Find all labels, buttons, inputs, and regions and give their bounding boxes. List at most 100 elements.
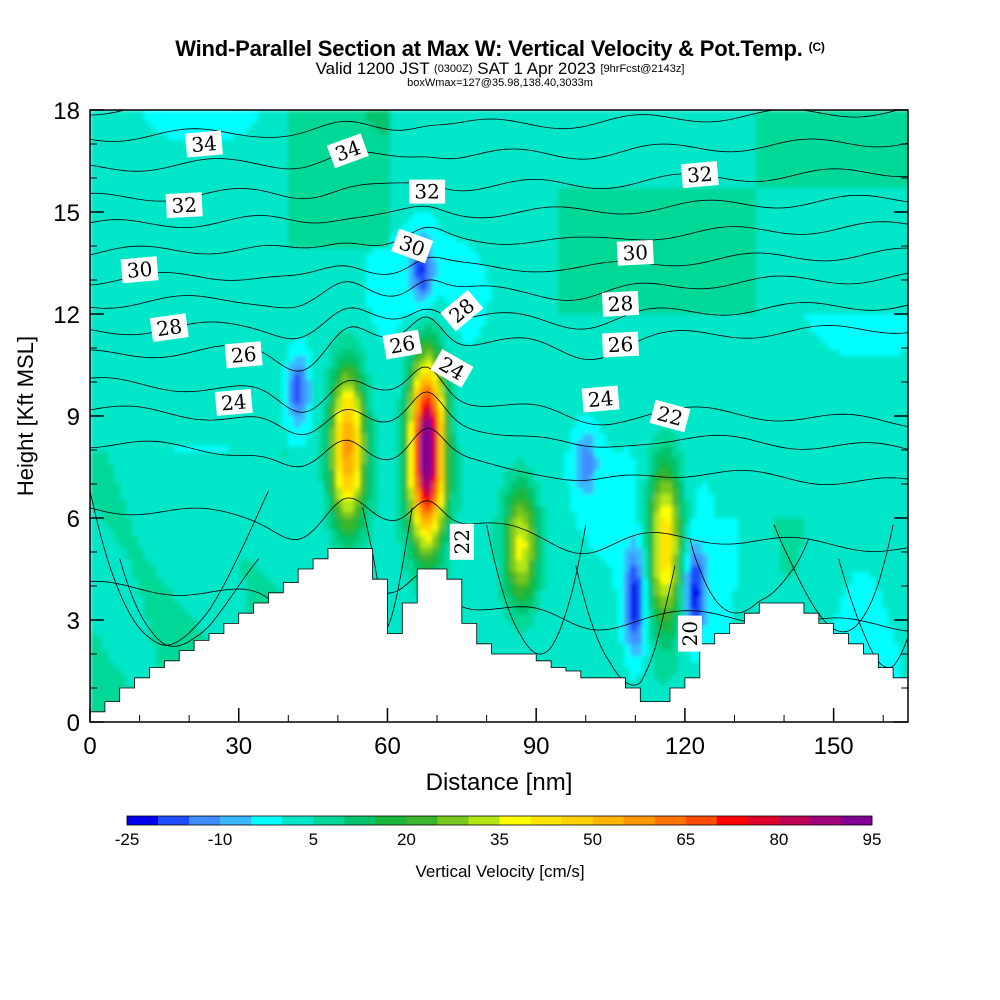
velocity-cell: [240, 134, 247, 141]
velocity-cell: [114, 296, 121, 303]
velocity-cell: [102, 692, 109, 699]
velocity-cell: [204, 554, 211, 561]
velocity-cell: [354, 302, 361, 309]
velocity-cell: [264, 560, 271, 567]
velocity-cell: [252, 548, 259, 555]
velocity-cell: [96, 704, 103, 711]
velocity-cell: [378, 200, 385, 207]
velocity-cell: [126, 662, 133, 669]
velocity-cell: [336, 236, 343, 243]
velocity-cell: [372, 386, 379, 393]
velocity-cell: [210, 212, 217, 219]
velocity-cell: [318, 554, 325, 561]
velocity-cell: [90, 176, 97, 183]
velocity-cell: [234, 446, 241, 453]
velocity-cell: [354, 356, 361, 363]
velocity-cell: [234, 590, 241, 597]
velocity-cell: [126, 332, 133, 339]
velocity-cell: [288, 398, 295, 405]
velocity-cell: [288, 524, 295, 531]
velocity-cell: [372, 344, 379, 351]
velocity-cell: [246, 368, 253, 375]
velocity-cell: [120, 374, 127, 381]
velocity-cell: [258, 254, 265, 261]
velocity-cell: [348, 536, 355, 543]
velocity-cell: [114, 422, 121, 429]
velocity-cell: [288, 230, 295, 237]
velocity-cell: [192, 314, 199, 321]
velocity-cell: [192, 500, 199, 507]
velocity-cell: [240, 368, 247, 375]
velocity-cell: [108, 134, 115, 141]
velocity-cell: [246, 266, 253, 273]
velocity-cell: [174, 530, 181, 537]
velocity-cell: [132, 428, 139, 435]
velocity-cell: [210, 500, 217, 507]
velocity-cell: [252, 308, 259, 315]
velocity-cell: [300, 530, 307, 537]
velocity-cell: [144, 314, 151, 321]
velocity-cell: [174, 536, 181, 543]
velocity-cell: [120, 338, 127, 345]
velocity-cell: [342, 542, 349, 549]
velocity-cell: [360, 404, 367, 411]
velocity-cell: [204, 374, 211, 381]
velocity-cell: [126, 296, 133, 303]
velocity-cell: [246, 476, 253, 483]
velocity-cell: [294, 248, 301, 255]
velocity-cell: [258, 314, 265, 321]
velocity-cell: [90, 170, 97, 177]
velocity-cell: [210, 176, 217, 183]
velocity-cell: [354, 416, 361, 423]
velocity-cell: [366, 218, 373, 225]
velocity-cell: [132, 398, 139, 405]
velocity-cell: [360, 452, 367, 459]
velocity-cell: [192, 548, 199, 555]
velocity-cell: [192, 632, 199, 639]
velocity-cell: [138, 524, 145, 531]
velocity-cell: [276, 152, 283, 159]
velocity-cell: [210, 356, 217, 363]
velocity-cell: [378, 176, 385, 183]
velocity-cell: [144, 572, 151, 579]
velocity-cell: [222, 116, 229, 123]
velocity-cell: [318, 470, 325, 477]
velocity-cell: [270, 584, 277, 591]
velocity-cell: [234, 164, 241, 171]
title-copyright: (C): [808, 40, 825, 54]
velocity-cell: [330, 482, 337, 489]
velocity-cell: [246, 224, 253, 231]
velocity-cell: [366, 476, 373, 483]
velocity-cell: [354, 410, 361, 417]
velocity-cell: [96, 464, 103, 471]
velocity-cell: [240, 602, 247, 609]
velocity-cell: [318, 398, 325, 405]
velocity-cell: [324, 380, 331, 387]
velocity-cell: [156, 596, 163, 603]
velocity-cell: [294, 296, 301, 303]
velocity-cell: [360, 182, 367, 189]
velocity-cell: [138, 476, 145, 483]
velocity-cell: [198, 560, 205, 567]
velocity-cell: [246, 302, 253, 309]
velocity-cell: [318, 230, 325, 237]
velocity-cell: [210, 290, 217, 297]
velocity-cell: [372, 392, 379, 399]
velocity-cell: [240, 188, 247, 195]
velocity-cell: [210, 224, 217, 231]
velocity-cell: [132, 314, 139, 321]
velocity-cell: [360, 296, 367, 303]
velocity-cell: [120, 332, 127, 339]
velocity-cell: [264, 224, 271, 231]
velocity-cell: [102, 458, 109, 465]
velocity-cell: [276, 386, 283, 393]
velocity-cell: [276, 146, 283, 153]
velocity-cell: [342, 404, 349, 411]
velocity-cell: [156, 554, 163, 561]
velocity-cell: [342, 338, 349, 345]
velocity-cell: [366, 530, 373, 537]
velocity-cell: [234, 188, 241, 195]
velocity-cell: [288, 248, 295, 255]
velocity-cell: [312, 368, 319, 375]
velocity-cell: [312, 332, 319, 339]
